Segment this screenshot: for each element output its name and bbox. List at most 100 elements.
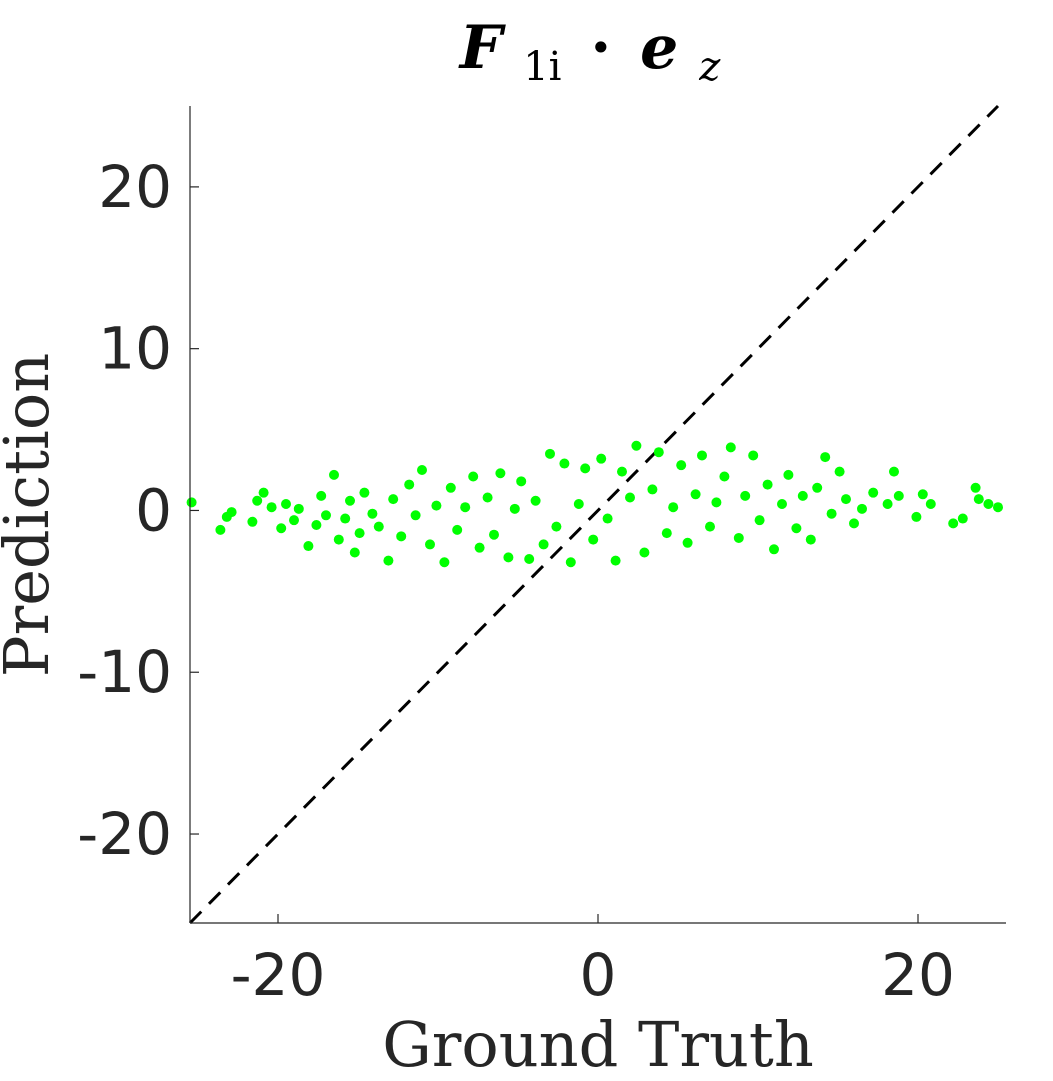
scatter-point: [538, 539, 549, 550]
scatter-point: [349, 547, 360, 558]
scatter-point: [266, 502, 277, 513]
scatter-point: [983, 498, 994, 509]
scatter-point: [226, 507, 237, 518]
scatter-point: [993, 502, 1003, 513]
title-vector: e: [640, 13, 678, 83]
scatter-point: [849, 518, 859, 529]
x-axis-label: Ground Truth: [382, 1008, 814, 1081]
scatter-point: [311, 520, 322, 531]
scatter-point: [668, 502, 679, 513]
scatter-point: [431, 500, 442, 511]
scatter-point: [545, 448, 555, 459]
scatter-point: [580, 463, 591, 474]
scatter-point: [383, 555, 394, 566]
y-tick-label: -20: [77, 800, 172, 868]
title-subscript: 1i: [523, 44, 561, 90]
scatter-point: [705, 521, 715, 532]
scatter-point: [516, 476, 527, 487]
scatter-point: [329, 469, 339, 480]
scatter-point: [247, 516, 258, 527]
scatter-point: [445, 482, 456, 493]
scatter-point: [404, 479, 415, 490]
scatter-point: [868, 487, 879, 498]
scatter-point: [474, 542, 485, 553]
scatter-point: [396, 531, 407, 542]
scatter-point: [791, 523, 802, 534]
scatter-point: [503, 552, 514, 563]
scatter-point: [460, 502, 471, 513]
scatter-point: [948, 518, 959, 529]
scatter-point: [748, 450, 759, 461]
scatter-point: [970, 482, 981, 493]
title-operator: ·: [590, 13, 611, 83]
scatter-point: [425, 539, 435, 550]
scatter-point: [777, 498, 787, 509]
scatter-point: [293, 503, 304, 514]
scatter-point: [367, 508, 378, 519]
scatter-point: [769, 544, 779, 555]
axes: -20 0 20 20 10 0 -10 -20: [77, 106, 1006, 1009]
scatter-point: [697, 450, 707, 461]
scatter-point: [893, 490, 904, 501]
scatter-point: [573, 498, 584, 509]
scatter-point: [588, 534, 599, 545]
scatter-point: [973, 494, 984, 505]
scatter-point: [719, 471, 730, 482]
y-tick-label: 0: [135, 476, 172, 544]
y-tick-label: -10: [77, 638, 172, 706]
scatter-point: [812, 482, 823, 493]
scatter-point: [733, 532, 744, 543]
scatter-point: [911, 511, 922, 522]
scatter-point: [482, 492, 493, 503]
scatter-point: [917, 489, 928, 500]
scatter-point: [725, 442, 736, 453]
scatter-point: [258, 487, 269, 498]
x-tick-label: 20: [881, 941, 955, 1009]
scatter-point: [524, 553, 535, 564]
scatter-point: [186, 497, 197, 508]
scatter-point: [820, 452, 831, 463]
scatter-point: [805, 534, 816, 545]
reference-line: [188, 104, 1000, 925]
scatter-point: [797, 490, 808, 501]
scatter-point: [417, 465, 427, 476]
y-axis-label: Prediction: [0, 353, 63, 677]
scatter-point: [762, 479, 773, 490]
scatter-point: [617, 466, 627, 477]
scatter-point: [690, 489, 701, 500]
scatter-point: [857, 503, 867, 514]
scatter-point: [661, 528, 672, 539]
scatter-point: [345, 495, 355, 506]
scatter-point: [925, 498, 936, 509]
scatter-point: [303, 541, 314, 552]
scatter-point: [653, 447, 664, 458]
scatter-point: [841, 494, 851, 505]
scatter-point: [889, 466, 899, 477]
scatter-point: [596, 453, 607, 464]
scatter-point: [631, 440, 642, 451]
scatter-point: [826, 508, 837, 519]
scatter-point: [340, 513, 351, 524]
scatter-point: [783, 469, 794, 480]
scatter-point: [957, 513, 968, 524]
scatter-point: [625, 492, 635, 503]
scatter-point: [452, 524, 463, 535]
scatter-point: [647, 484, 658, 495]
scatter-point: [316, 490, 327, 501]
scatter-point: [252, 495, 263, 506]
scatter-point: [610, 555, 621, 566]
scatter-point: [410, 510, 421, 521]
title-vector-subscript: z: [698, 44, 721, 90]
scatter-point: [495, 468, 506, 479]
scatter-point: [559, 458, 570, 469]
scatter-point: [388, 494, 399, 505]
y-tick-label: 20: [98, 153, 172, 221]
y-tick-label: 10: [98, 315, 172, 383]
scatter-point: [711, 497, 722, 508]
scatter-point: [740, 490, 751, 501]
scatter-point: [565, 557, 576, 568]
scatter-point: [281, 498, 291, 509]
scatter-point: [321, 510, 331, 521]
scatter-point: [276, 523, 287, 534]
